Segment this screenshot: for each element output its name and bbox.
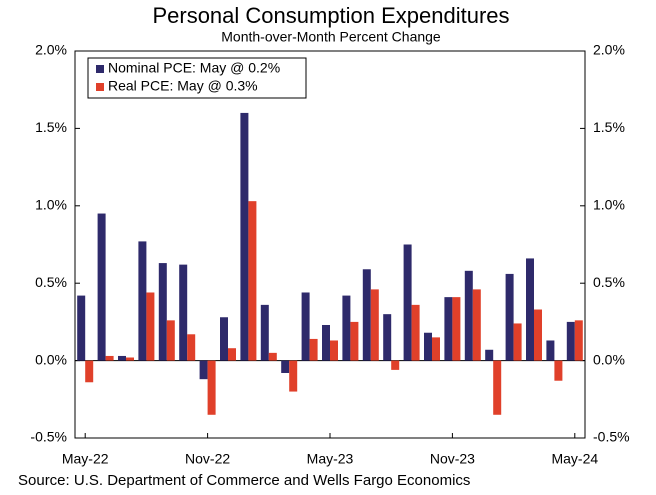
x-tick-label: Nov-22 xyxy=(185,451,230,467)
bar xyxy=(432,337,440,361)
y-tick-label: 2.0% xyxy=(35,42,67,58)
bar xyxy=(268,352,277,361)
y2-tick-label: -0.5% xyxy=(593,429,630,445)
bar xyxy=(391,360,400,370)
bar xyxy=(240,112,249,361)
x-tick-label: May-22 xyxy=(62,451,109,467)
legend-label: Real PCE: May @ 0.3% xyxy=(108,78,258,94)
bar xyxy=(309,338,318,361)
bar xyxy=(146,292,155,361)
bar xyxy=(472,289,481,361)
bar xyxy=(97,213,106,361)
bar xyxy=(362,269,371,361)
bar xyxy=(424,332,432,361)
bar xyxy=(546,340,555,361)
chart-subtitle: Month-over-Month Percent Change xyxy=(221,29,441,45)
bar xyxy=(330,340,338,361)
bar xyxy=(199,360,208,380)
bar xyxy=(118,355,126,361)
bar xyxy=(464,270,473,361)
bar xyxy=(411,304,420,361)
bar xyxy=(228,348,236,361)
bar xyxy=(158,263,167,361)
bar xyxy=(485,349,494,361)
bar xyxy=(505,273,514,361)
y2-tick-label: 0.0% xyxy=(593,351,625,367)
bar xyxy=(403,244,412,361)
bar xyxy=(138,241,147,361)
legend-label: Nominal PCE: May @ 0.2% xyxy=(108,60,280,76)
bar xyxy=(289,360,298,392)
bar xyxy=(105,355,114,361)
bar xyxy=(77,295,86,361)
bar xyxy=(166,320,175,361)
y-tick-label: 0.0% xyxy=(35,351,67,367)
y-tick-label: 0.5% xyxy=(35,274,67,290)
bar xyxy=(207,360,216,415)
bar xyxy=(444,297,453,361)
bar xyxy=(281,360,290,373)
bar xyxy=(126,357,134,361)
bar xyxy=(554,360,563,381)
x-tick-label: Nov-23 xyxy=(430,451,475,467)
bar xyxy=(179,264,188,361)
legend-swatch xyxy=(96,83,104,91)
bar xyxy=(574,320,583,361)
chart-title: Personal Consumption Expenditures xyxy=(152,3,509,28)
y2-tick-label: 1.0% xyxy=(593,197,625,213)
bar xyxy=(260,304,269,361)
plot-frame xyxy=(74,50,586,439)
x-tick-label: May-24 xyxy=(551,451,598,467)
bar xyxy=(452,297,461,361)
y2-tick-label: 1.5% xyxy=(593,119,625,135)
y2-tick-label: 2.0% xyxy=(593,42,625,58)
y-tick-label: -0.5% xyxy=(30,429,67,445)
bar xyxy=(301,292,310,361)
bar xyxy=(566,321,575,361)
bar xyxy=(350,321,359,361)
legend-swatch xyxy=(96,65,104,73)
y2-tick-label: 0.5% xyxy=(593,274,625,290)
y-tick-label: 1.0% xyxy=(35,197,67,213)
source-note: Source: U.S. Department of Commerce and … xyxy=(18,472,470,489)
bar xyxy=(342,295,351,361)
bar xyxy=(322,324,330,361)
bar xyxy=(513,323,522,361)
x-tick-label: May-23 xyxy=(307,451,354,467)
bar xyxy=(220,317,228,361)
bar xyxy=(534,309,542,361)
bar xyxy=(383,314,392,361)
bar xyxy=(85,360,94,383)
bar xyxy=(493,360,502,415)
bar xyxy=(248,201,257,361)
bar xyxy=(526,258,534,361)
y-tick-label: 1.5% xyxy=(35,119,67,135)
legend-box xyxy=(87,57,307,99)
bar xyxy=(370,289,379,361)
bar xyxy=(187,334,196,361)
